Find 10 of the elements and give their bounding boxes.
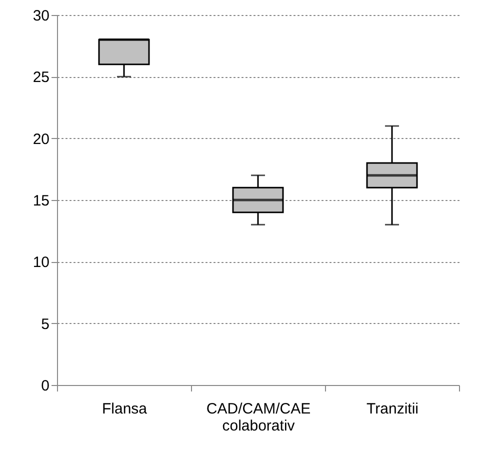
x-tick-label: Flansa bbox=[102, 400, 148, 418]
y-tick-label: 0 bbox=[41, 378, 50, 394]
y-tick-label: 10 bbox=[32, 254, 50, 272]
y-tick-label: 5 bbox=[41, 316, 50, 333]
y-tick-label: 25 bbox=[32, 69, 50, 86]
y-tick-label: 20 bbox=[32, 130, 50, 148]
y-tick-label: 15 bbox=[32, 192, 50, 210]
y-tick-label: 30 bbox=[32, 8, 50, 24]
x-tick-label: CAD/CAM/CAE colaborativ bbox=[206, 400, 311, 434]
x-tick-label: Tranzitii bbox=[366, 400, 418, 418]
